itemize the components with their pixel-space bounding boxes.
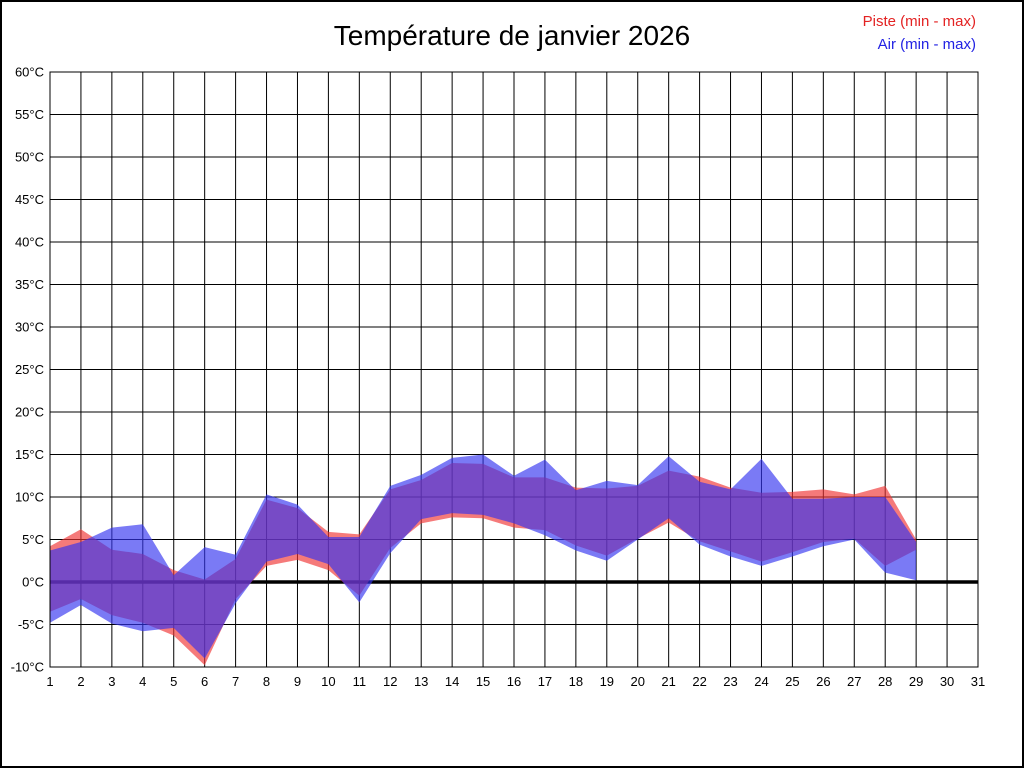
y-tick-label: 30°C — [15, 320, 44, 335]
y-tick-label: 40°C — [15, 235, 44, 250]
x-tick-label: 23 — [723, 674, 737, 689]
x-tick-label: 31 — [971, 674, 985, 689]
air-band-area — [50, 454, 917, 659]
x-tick-label: 25 — [785, 674, 799, 689]
x-tick-label: 21 — [661, 674, 675, 689]
x-tick-label: 7 — [232, 674, 239, 689]
x-axis-tick-labels: 1 2 3 4 5 6 7 8 9 10 11 12 13 14 15 16 17 18 19 20 21 22 23 24 2… — [46, 674, 985, 689]
x-tick-label: 1 — [46, 674, 53, 689]
x-tick-label: 18 — [569, 674, 583, 689]
y-tick-label: 15°C — [15, 447, 44, 462]
x-tick-label: 9 — [294, 674, 301, 689]
x-tick-label: 26 — [816, 674, 830, 689]
air-band — [50, 454, 917, 659]
x-tick-label: 27 — [847, 674, 861, 689]
y-tick-label: -10°C — [11, 660, 44, 675]
legend-piste-label: Piste (min - max) — [862, 13, 976, 30]
legend-item-piste: Piste (min - max) — [863, 10, 976, 33]
x-tick-label: 22 — [692, 674, 706, 689]
y-tick-label: 50°C — [15, 150, 44, 165]
x-tick-label: 8 — [263, 674, 270, 689]
x-tick-label: 28 — [878, 674, 892, 689]
legend-item-air: Air (min - max) — [863, 33, 976, 56]
x-tick-label: 4 — [139, 674, 146, 689]
y-tick-label: 60°C — [15, 65, 44, 80]
legend-air-label: Air (min - max) — [877, 36, 976, 53]
x-tick-label: 14 — [445, 674, 459, 689]
x-tick-label: 6 — [201, 674, 208, 689]
plot-border — [49, 71, 979, 668]
x-tick-label: 3 — [108, 674, 115, 689]
x-tick-label: 11 — [353, 674, 367, 689]
y-axis-tick-labels: 60°C 55°C 50°C 45°C 40°C 35°C 30°C 25°C 20°C 15°C… — [11, 65, 44, 675]
x-tick-label: 30 — [940, 674, 954, 689]
y-tick-label: -5°C — [18, 617, 44, 632]
y-tick-label: 35°C — [15, 277, 44, 292]
x-tick-label: 19 — [600, 674, 614, 689]
chart-title: Température de janvier 2026 — [333, 20, 691, 51]
y-tick-label: 25°C — [15, 362, 44, 377]
x-tick-label: 10 — [321, 674, 335, 689]
x-tick-label: 12 — [383, 674, 397, 689]
x-tick-label: 20 — [630, 674, 644, 689]
plot-frame-rect — [49, 71, 979, 668]
x-tick-label: 29 — [909, 674, 923, 689]
x-tick-label: 15 — [476, 674, 490, 689]
y-tick-label: 0°C — [22, 575, 44, 590]
x-tick-label: 2 — [77, 674, 84, 689]
y-tick-label: 45°C — [15, 192, 44, 207]
y-tick-label: 20°C — [15, 405, 44, 420]
grid-lines — [49, 71, 979, 668]
y-tick-label: 5°C — [22, 532, 44, 547]
x-tick-label: 24 — [754, 674, 768, 689]
y-tick-label: 10°C — [15, 490, 44, 505]
x-tick-label: 16 — [507, 674, 521, 689]
legend: Piste (min - max) Air (min - max) — [863, 10, 976, 56]
x-tick-label: 5 — [170, 674, 177, 689]
x-tick-label: 17 — [538, 674, 552, 689]
x-tick-label: 13 — [414, 674, 428, 689]
y-tick-label: 55°C — [15, 107, 44, 122]
